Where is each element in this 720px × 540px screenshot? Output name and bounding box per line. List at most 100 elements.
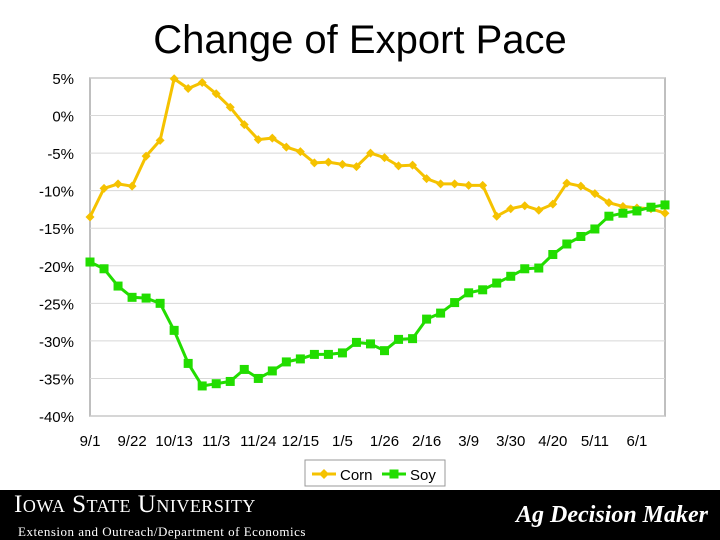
data-point — [309, 349, 319, 359]
y-tick-label: -30% — [39, 334, 74, 351]
data-point — [576, 181, 586, 191]
series-soy — [85, 200, 670, 391]
data-point — [520, 264, 530, 274]
data-point — [141, 293, 151, 303]
y-tick-label: -5% — [47, 146, 74, 163]
x-tick-label: 11/3 — [202, 433, 230, 450]
data-point — [394, 334, 404, 344]
y-tick-label: 0% — [52, 109, 74, 126]
data-point — [632, 206, 642, 216]
series-lines — [85, 74, 670, 391]
chart-title: Change of Export Pace — [153, 18, 567, 62]
data-point — [197, 78, 207, 88]
data-point — [127, 181, 137, 191]
data-point — [351, 162, 361, 172]
y-tick-label: -10% — [39, 184, 74, 201]
data-point — [225, 102, 235, 112]
data-point — [492, 278, 502, 288]
data-point — [211, 89, 221, 99]
data-point — [295, 147, 305, 157]
x-tick-label: 2/16 — [412, 433, 441, 450]
data-point — [169, 74, 179, 84]
data-point — [99, 264, 109, 274]
data-point — [450, 298, 460, 308]
brand-logo-text: Ag Decision Maker — [516, 502, 708, 528]
data-point — [534, 263, 544, 273]
x-tick-labels: 9/1 9/22 10/13 11/3 11/24 12/15 1/5 1/26 2/16 3/9… — [80, 433, 648, 450]
data-point — [351, 337, 361, 347]
x-tick-label: 1/26 — [370, 433, 399, 450]
data-point — [197, 381, 207, 391]
data-point — [113, 281, 123, 291]
data-point — [127, 292, 137, 302]
data-point — [253, 135, 263, 145]
x-tick-label: 3/30 — [496, 433, 525, 450]
data-point — [85, 257, 95, 267]
data-point — [646, 202, 656, 212]
data-point — [562, 178, 572, 188]
x-tick-label: 9/1 — [80, 433, 101, 450]
data-point — [323, 349, 333, 359]
data-point — [548, 250, 558, 260]
x-tick-label: 10/13 — [155, 433, 193, 450]
data-point — [492, 211, 502, 221]
data-point — [604, 211, 614, 221]
x-tick-label: 11/24 — [240, 433, 276, 450]
data-point — [169, 325, 179, 335]
data-point — [464, 180, 474, 190]
legend-item-soy: Soy — [382, 467, 436, 484]
data-point — [464, 288, 474, 298]
data-point — [394, 161, 404, 171]
data-point — [323, 157, 333, 167]
data-point — [253, 373, 263, 383]
x-tick-label: 1/5 — [332, 433, 353, 450]
legend-marker — [319, 469, 329, 479]
data-point — [309, 158, 319, 168]
data-point — [436, 308, 446, 318]
y-tick-label: -25% — [39, 296, 74, 313]
data-point — [239, 120, 249, 130]
data-point — [506, 271, 516, 281]
data-point — [155, 135, 165, 145]
legend-item-corn: Corn — [312, 467, 373, 484]
x-tick-label: 5/11 — [581, 433, 609, 450]
data-point — [562, 239, 572, 249]
data-point — [436, 179, 446, 189]
x-tick-label: 3/9 — [458, 433, 479, 450]
data-point — [548, 199, 558, 209]
y-tick-label: 5% — [52, 71, 74, 88]
x-tick-label: 12/15 — [282, 433, 320, 450]
data-point — [281, 357, 291, 367]
data-point — [211, 379, 221, 389]
data-point — [337, 348, 347, 358]
data-point — [576, 231, 586, 241]
data-point — [225, 376, 235, 386]
y-tick-label: -15% — [39, 221, 74, 238]
data-point — [618, 208, 628, 218]
data-point — [450, 179, 460, 189]
data-point — [239, 364, 249, 374]
plot-area — [89, 77, 666, 417]
y-tick-label: -35% — [39, 371, 74, 388]
data-point — [590, 224, 600, 234]
y-tick-label: -20% — [39, 259, 74, 276]
data-point — [155, 298, 165, 308]
footer-bar: Iowa State University Extension and Outr… — [0, 490, 720, 540]
data-point — [141, 151, 151, 161]
data-point — [478, 285, 488, 295]
data-point — [183, 84, 193, 94]
x-tick-label: 6/1 — [627, 433, 648, 450]
data-point — [590, 189, 600, 199]
data-point — [365, 148, 375, 158]
x-tick-label: 4/20 — [538, 433, 567, 450]
data-point — [422, 174, 432, 184]
data-point — [520, 201, 530, 211]
data-point — [408, 160, 418, 170]
legend-label: Corn — [340, 467, 373, 484]
series-corn — [85, 74, 670, 222]
data-point — [534, 205, 544, 215]
data-point — [422, 314, 432, 324]
legend-marker — [389, 469, 399, 479]
data-point — [295, 354, 305, 364]
grid-lines — [90, 77, 665, 417]
